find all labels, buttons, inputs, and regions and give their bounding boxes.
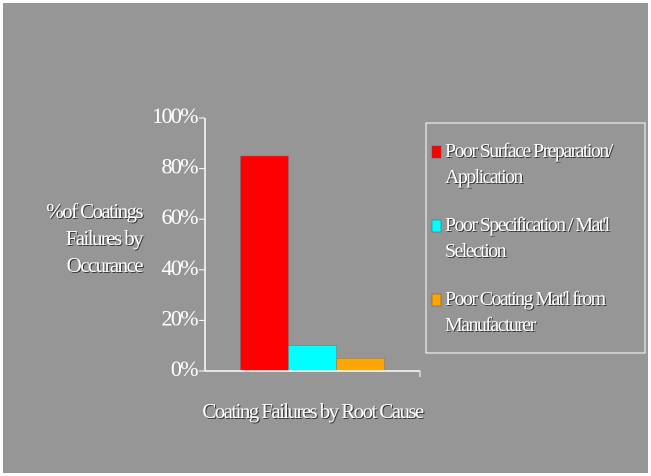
bar: [336, 358, 385, 372]
legend-swatch: [431, 293, 442, 307]
y-tick-label: 100%: [152, 103, 198, 128]
y-tick-label: 0%: [171, 356, 198, 381]
y-axis-label: %of Coatings Failures by Occurance: [46, 199, 143, 277]
x-axis-label: Coating Failures by Root Cause: [202, 399, 424, 423]
legend-label: Poor Specification / Mat'l Selection: [445, 214, 610, 262]
legend-swatch: [431, 145, 442, 159]
y-tick-label: 80%: [161, 154, 198, 179]
y-tick-label: 20%: [161, 305, 198, 330]
legend-label: Poor Coating Mat'l from Manufacturer: [445, 288, 606, 336]
legend-label: Poor Surface Preparation/ Application: [445, 140, 613, 188]
legend-swatch: [431, 219, 442, 233]
bar: [288, 345, 337, 372]
chart-frame: [3, 3, 648, 473]
bar: [240, 155, 289, 372]
y-tick-label: 60%: [161, 204, 198, 229]
legend-box: [425, 122, 646, 354]
y-tick-label: 40%: [161, 255, 198, 280]
